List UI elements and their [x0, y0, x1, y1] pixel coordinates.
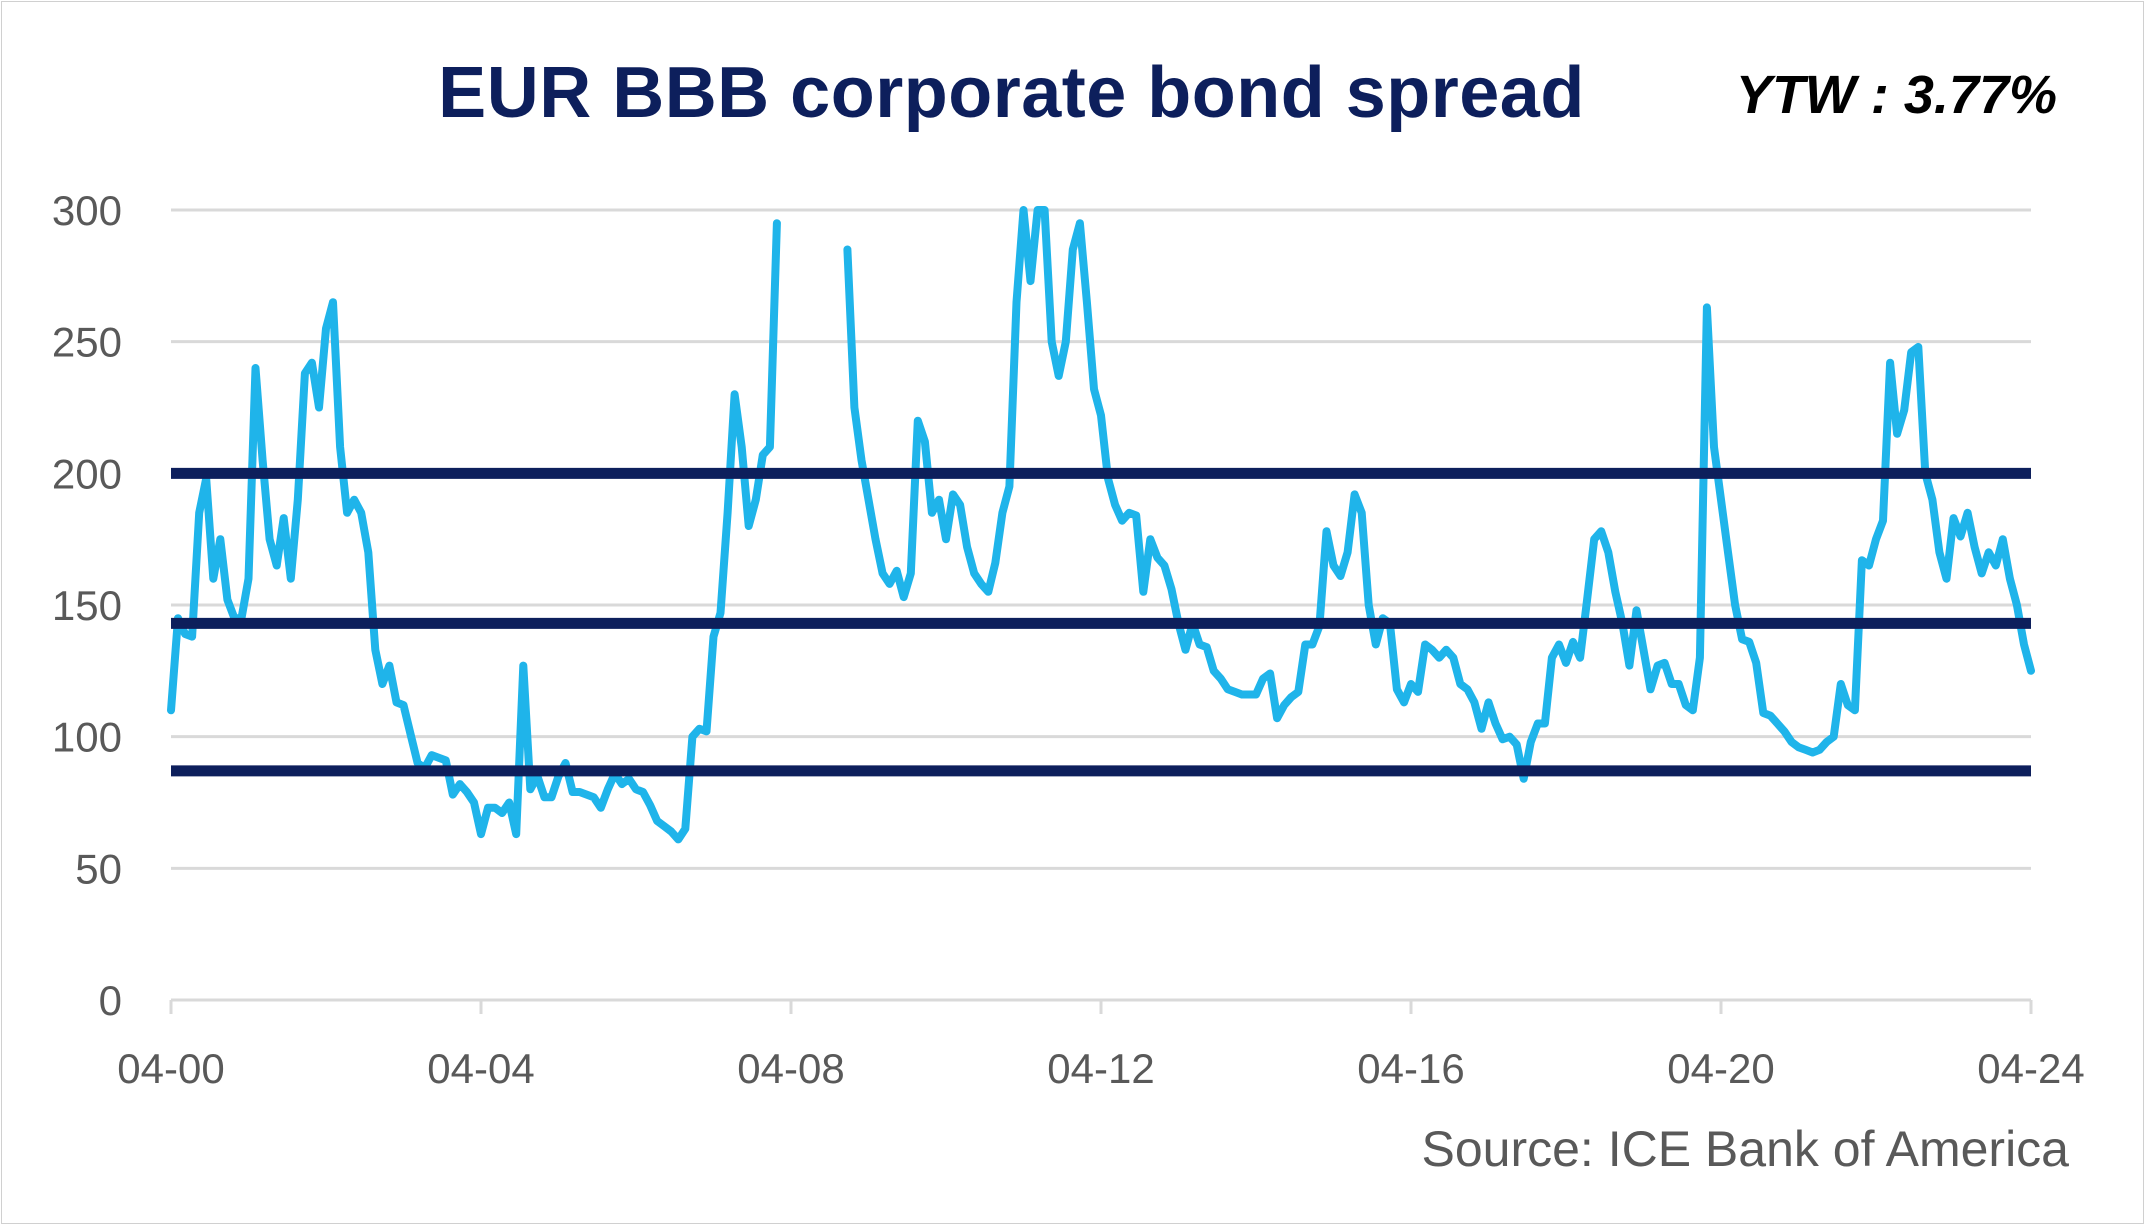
ytw-annotation: YTW : 3.77% — [1735, 65, 2057, 125]
source-note: Source: ICE Bank of America — [1421, 1121, 2069, 1177]
chart-title: EUR BBB corporate bond spread — [438, 53, 1585, 133]
y-tick-label: 50 — [75, 845, 122, 892]
x-tick-labels: 04-00 04-04 04-08 04-12 04-16 04-20 04-24 — [117, 1045, 2084, 1092]
x-tick-label: 04-12 — [1047, 1045, 1154, 1092]
x-tick-label: 04-24 — [1977, 1045, 2084, 1092]
series-layer — [167, 206, 2035, 844]
series-line-segment-1 — [167, 219, 781, 844]
y-tick-label: 200 — [52, 450, 122, 497]
y-tick-label: 250 — [52, 319, 122, 366]
x-tick-label: 04-00 — [117, 1045, 224, 1092]
x-tick-label: 04-20 — [1667, 1045, 1774, 1092]
y-tick-labels: 0 50 100 150 200 250 300 — [52, 187, 122, 1024]
y-tick-label: 100 — [52, 714, 122, 761]
x-tick-label: 04-16 — [1357, 1045, 1464, 1092]
series-line-segment-2 — [843, 206, 2035, 783]
y-tick-label: 300 — [52, 187, 122, 234]
y-tick-label: 0 — [99, 977, 122, 1024]
x-tick-label: 04-04 — [427, 1045, 534, 1092]
reference-lines — [171, 467, 2031, 777]
y-tick-label: 150 — [52, 582, 122, 629]
axes — [169, 998, 2033, 1014]
x-tick-label: 04-08 — [737, 1045, 844, 1092]
